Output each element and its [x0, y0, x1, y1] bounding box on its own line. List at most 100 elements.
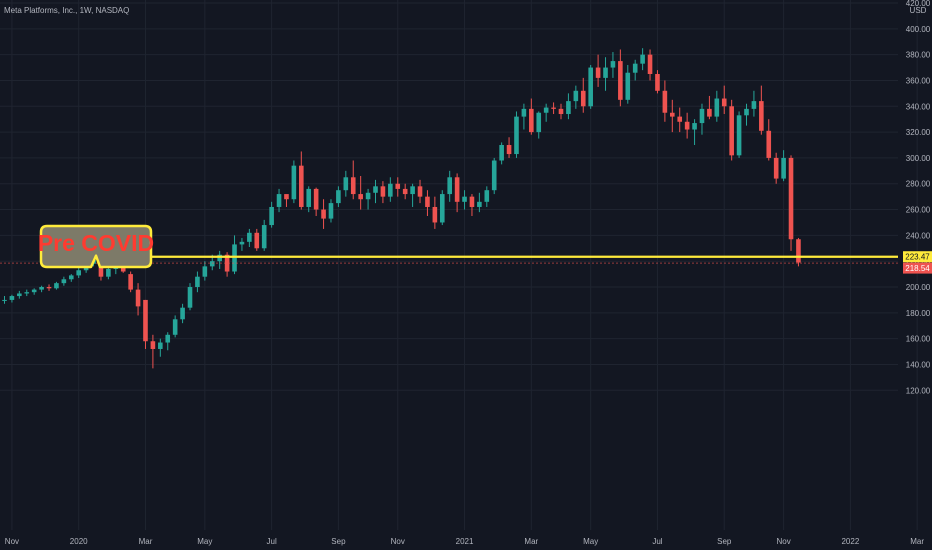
candle — [751, 90, 757, 117]
candle-body — [781, 157, 786, 179]
candle-body — [469, 196, 475, 207]
candle-body — [2, 299, 7, 301]
candle — [670, 99, 675, 133]
candle-body — [425, 196, 430, 207]
candle-body — [744, 108, 749, 116]
y-tick-label: 180.00 — [906, 309, 931, 318]
candle-body — [68, 275, 74, 280]
candle-body — [454, 177, 460, 202]
candle — [388, 177, 393, 202]
x-tick-label: Jul — [652, 537, 662, 546]
candle — [232, 235, 237, 275]
last-price-tag-text: 218.54 — [905, 264, 930, 273]
candle — [195, 271, 200, 293]
candle-body — [759, 101, 764, 131]
candle-body — [321, 209, 326, 219]
candle-body — [462, 196, 467, 202]
candle-body — [350, 177, 356, 195]
candle-body — [9, 296, 15, 300]
candle — [788, 155, 794, 251]
candle — [647, 49, 653, 81]
candle-body — [439, 194, 445, 223]
candle — [773, 152, 779, 184]
candle-body — [247, 232, 252, 242]
candle-body — [135, 289, 141, 307]
candle-body — [61, 279, 67, 284]
candle-body — [692, 123, 697, 130]
candle-body — [684, 121, 690, 130]
candle-body — [521, 108, 527, 117]
y-tick-label: 300.00 — [906, 154, 931, 163]
candle — [328, 199, 334, 223]
y-tick-label: 280.00 — [906, 180, 931, 189]
callout-bubble — [39, 224, 153, 269]
candle — [425, 190, 430, 217]
y-tick-label: 260.00 — [906, 206, 931, 215]
x-tick-label: 2020 — [70, 537, 88, 546]
y-tick-label: 380.00 — [906, 51, 931, 60]
candle — [31, 288, 37, 295]
candle — [17, 290, 22, 299]
pre-covid-callout: Pre COVID — [38, 224, 154, 269]
candle — [373, 179, 378, 204]
candle-body — [491, 160, 497, 191]
candle — [321, 199, 326, 229]
candle-body — [395, 183, 401, 189]
time-axis: Nov 2020 Mar May Jul Sep Nov 2021 Mar May Jul Sep No… — [5, 537, 925, 546]
x-tick-label: Mar — [139, 537, 153, 546]
candle-body — [224, 254, 230, 272]
candle-body — [261, 225, 267, 249]
candle-body — [580, 90, 586, 107]
candle-body — [202, 266, 208, 277]
candle — [9, 294, 15, 303]
x-tick-label: Nov — [5, 537, 19, 546]
candle-body — [239, 241, 245, 245]
candle-body — [751, 101, 757, 109]
candle — [247, 228, 252, 247]
candle — [336, 186, 341, 207]
candle-body — [595, 67, 601, 78]
candle-body — [269, 206, 274, 226]
candle — [202, 261, 208, 281]
candle-body — [655, 74, 660, 91]
candle — [306, 186, 312, 213]
candle-body — [39, 287, 44, 290]
level-price-tag: 223.47 — [903, 251, 932, 263]
candle-body — [373, 186, 378, 193]
candle-body — [551, 107, 556, 109]
candle-body — [640, 54, 645, 64]
y-tick-label: 420.00 — [906, 0, 931, 8]
candle-body — [180, 307, 185, 320]
x-tick-label: 2022 — [841, 537, 859, 546]
candle-body — [187, 287, 193, 308]
candle — [158, 338, 163, 357]
candle — [358, 175, 363, 210]
candle-body — [31, 289, 37, 293]
candle — [736, 111, 742, 158]
x-tick-label: May — [583, 537, 598, 546]
candle — [714, 90, 720, 122]
candle — [744, 103, 749, 126]
candle — [462, 190, 467, 210]
candle-body — [632, 63, 638, 73]
candle-body — [388, 183, 393, 197]
x-tick-label: Nov — [776, 537, 790, 546]
candle-body — [402, 188, 408, 195]
candle — [76, 266, 81, 278]
candle — [618, 49, 623, 107]
candle-body — [150, 341, 156, 349]
candle-body — [699, 108, 705, 124]
candle-body — [647, 54, 653, 75]
candle — [588, 64, 593, 109]
candle — [239, 237, 245, 251]
level-price-tag-bg — [903, 251, 932, 263]
candle-body — [120, 266, 126, 272]
candle — [595, 54, 601, 87]
candle-body — [677, 116, 683, 122]
candle — [655, 70, 660, 94]
candle — [350, 160, 356, 200]
candle — [781, 150, 786, 182]
candle — [54, 281, 59, 290]
candle — [2, 296, 7, 304]
candle — [439, 190, 445, 226]
